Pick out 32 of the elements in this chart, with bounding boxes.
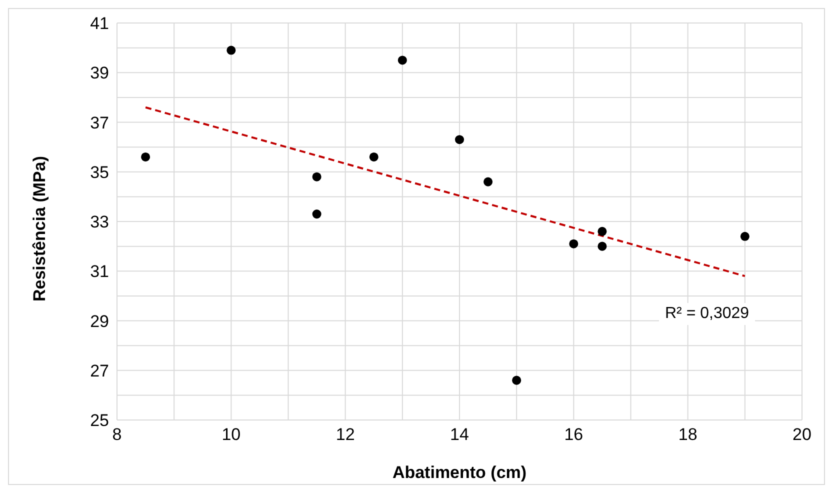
y-tick-label: 27 (90, 361, 109, 380)
point (454, 135, 464, 144)
x-tick-label: 20 (792, 425, 812, 444)
y-tick-label: 25 (90, 411, 109, 430)
x-tick-label: 14 (450, 425, 469, 444)
y-tick-label: 33 (90, 212, 109, 232)
y-tick-label: 29 (90, 312, 109, 331)
y-tick-label: 35 (90, 162, 109, 182)
point (569, 239, 578, 248)
point (398, 56, 407, 65)
point (512, 376, 522, 385)
point (598, 242, 607, 251)
point (598, 226, 607, 236)
y-tick-label: 41 (90, 14, 109, 34)
x-axis-title: Abatimento (cm) (392, 463, 527, 482)
point (312, 210, 322, 219)
y-tick-label: 31 (90, 262, 109, 282)
point (141, 152, 150, 162)
x-tick-label: 12 (336, 425, 355, 444)
point (369, 152, 378, 162)
x-tick-label: 18 (678, 425, 698, 444)
annotation: R² = 0,3029 (659, 303, 756, 325)
y-axis-title: Resistência (MPa) (30, 156, 50, 302)
point (740, 232, 750, 241)
x-tick-label: 10 (222, 425, 241, 444)
point (484, 177, 493, 186)
point (226, 46, 236, 55)
point (312, 172, 322, 182)
y-tick-label: 37 (90, 113, 109, 132)
x-tick-label: 16 (564, 425, 584, 444)
y-tick-label: 39 (90, 64, 109, 83)
x-tick-label: 8 (112, 425, 122, 444)
